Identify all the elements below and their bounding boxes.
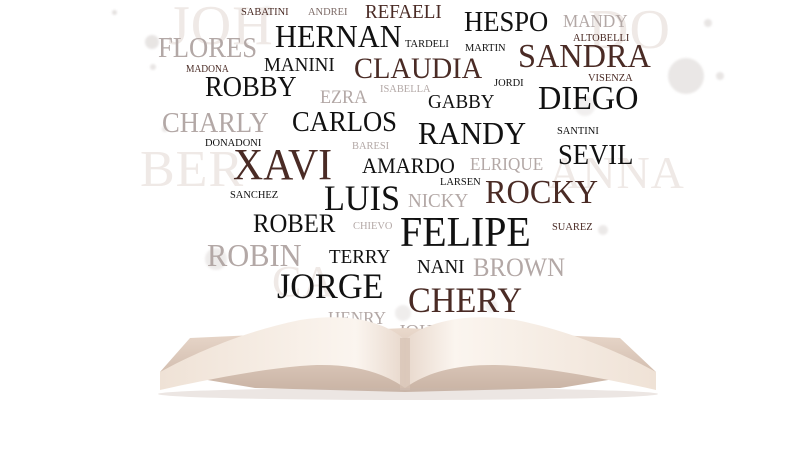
word: SUAREZ <box>552 221 593 233</box>
word: ELRIQUE <box>470 154 544 174</box>
bokeh-circle <box>575 96 595 116</box>
word: REFAELI <box>365 1 442 23</box>
word: CLAUDIA <box>354 52 483 85</box>
background-word: JOH <box>168 0 274 57</box>
word: ROBBY <box>205 72 297 103</box>
word: TERRY <box>329 246 391 268</box>
word: ROCKY <box>485 174 599 211</box>
word: SANCHEZ <box>230 189 279 201</box>
bokeh-circle <box>162 126 168 132</box>
word: EZRA <box>320 87 368 108</box>
word: JOHNNY <box>398 321 474 343</box>
word: NANI <box>417 256 465 278</box>
bokeh-circle <box>150 64 156 70</box>
word: DONADONI <box>205 137 262 149</box>
word: MANDY <box>563 11 628 31</box>
word: BARESI <box>352 140 390 152</box>
word: FELIPE <box>400 210 531 256</box>
word: ROBER <box>253 209 336 238</box>
word: CARLOS <box>292 107 397 138</box>
word: CHERY <box>408 280 523 320</box>
bokeh-circle <box>395 305 411 321</box>
word: BROWN <box>473 253 565 282</box>
background-word: BER <box>140 141 245 198</box>
word: VISENZA <box>588 72 633 84</box>
word: SANDRA <box>518 38 651 75</box>
word: HERNAN <box>275 18 402 54</box>
word: FLORES <box>158 33 258 64</box>
word: TARDELI <box>405 38 449 50</box>
background-word: ANNA <box>548 147 685 198</box>
word: XAVI <box>233 140 333 189</box>
word: CHARLY <box>162 108 269 139</box>
word: LUIS <box>324 178 400 218</box>
bokeh-circle <box>112 10 117 15</box>
bokeh-circle <box>205 248 227 270</box>
bokeh-circle <box>485 300 497 312</box>
word: HESPO <box>464 7 549 38</box>
background-word: CA <box>272 257 336 306</box>
word: CHIEVO <box>353 220 393 232</box>
word: ROBIN <box>207 237 302 273</box>
word: ISABELLA <box>380 83 431 95</box>
word: MARTIN <box>465 42 506 54</box>
word: GABBY <box>428 91 495 113</box>
word: BEGRKAM <box>339 327 392 339</box>
book-spine <box>400 338 410 390</box>
word: SABATINI <box>241 6 289 18</box>
word: MADONA <box>186 64 229 75</box>
word: DIEGO <box>538 80 639 117</box>
bokeh-circle <box>598 225 608 235</box>
bokeh-circle <box>145 35 159 49</box>
background-word: DO <box>588 0 671 61</box>
word: RANDY <box>418 115 527 151</box>
word: SANTINI <box>557 125 599 137</box>
word: HENRY <box>328 308 386 328</box>
word: NICKY <box>408 190 469 212</box>
bokeh-circle <box>704 19 712 27</box>
word: SEVIL <box>558 140 634 171</box>
word: LARSEN <box>440 176 481 188</box>
word: MANINI <box>264 54 335 76</box>
bokeh-circle <box>668 58 704 94</box>
word: ALTOBELLI <box>573 32 630 44</box>
bokeh-circle <box>262 6 272 16</box>
word: JORDI <box>494 77 524 89</box>
word: AMARDO <box>362 153 455 178</box>
word: JORGE <box>277 266 384 306</box>
word: ANDREI <box>308 6 348 18</box>
bokeh-circle <box>716 72 724 80</box>
